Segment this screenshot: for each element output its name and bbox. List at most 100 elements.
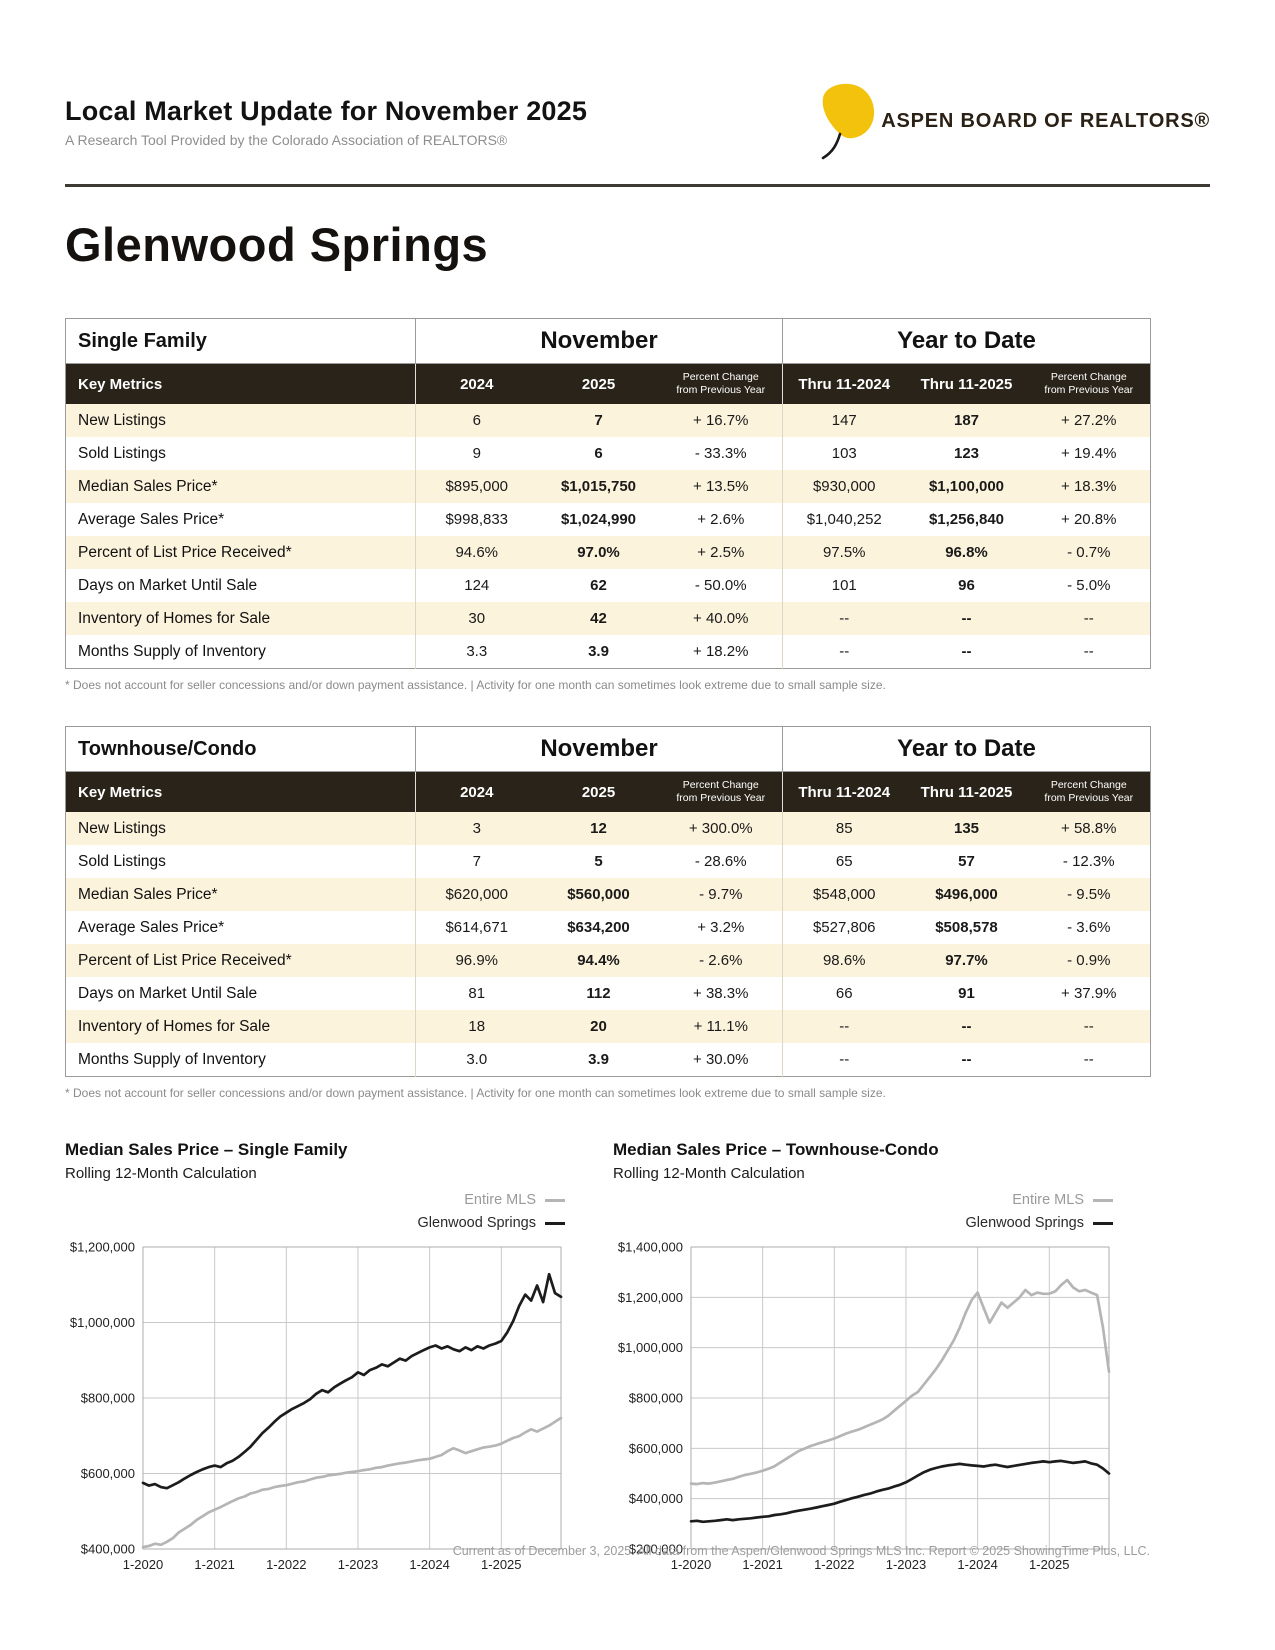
col-key-metrics: Key Metrics <box>65 771 416 812</box>
metric-value: -- <box>961 643 972 660</box>
metric-value: -- <box>1083 1051 1094 1068</box>
pct-line1: Percent Change <box>1050 779 1127 792</box>
metric-value: $548,000 <box>782 878 906 911</box>
col-pct-change-month: Percent Change from Previous Year <box>659 771 783 812</box>
table-row: Percent of List Price Received* 94.6% 97.0… <box>65 536 1151 569</box>
metric-value: 135 <box>953 820 980 837</box>
col-thru-2024: Thru 11-2024 <box>782 363 906 404</box>
chart-caption: Median Sales Price – Townhouse-Condo Rol… <box>613 1140 1113 1182</box>
metric-label: Percent of List Price Received* <box>78 951 292 969</box>
x-tick-label: 1-2020 <box>671 1557 711 1572</box>
metric-value: - 28.6% <box>694 853 747 870</box>
metric-label: Median Sales Price* <box>78 477 218 495</box>
table-row: Inventory of Homes for Sale 18 20 + 11.1% --… <box>65 1010 1151 1043</box>
metric-value: $1,015,750 <box>560 478 637 495</box>
metric-value: $634,200 <box>567 919 630 936</box>
metric-value: - 5.0% <box>1067 577 1111 594</box>
y-tick-label: $600,000 <box>629 1441 683 1456</box>
report-title-block: Local Market Update for November 2025 A … <box>65 96 587 148</box>
metric-value: + 2.5% <box>697 544 745 561</box>
metric-value: - 3.6% <box>1067 919 1111 936</box>
metric-value: -- <box>782 1010 906 1043</box>
metric-value: 81 <box>415 977 538 1010</box>
y-tick-label: $200,000 <box>629 1542 683 1557</box>
metric-value: 18 <box>415 1010 538 1043</box>
pct-line2: from Previous Year <box>676 384 766 396</box>
table-footnote: * Does not account for seller concession… <box>65 678 886 692</box>
metric-value: 9 <box>415 437 538 470</box>
metric-value: -- <box>961 1018 972 1035</box>
metric-label: Days on Market Until Sale <box>78 984 258 1002</box>
column-header-row: Key Metrics 2024 2025 Percent Change fro… <box>65 363 1151 404</box>
pct-line1: Percent Change <box>682 779 759 792</box>
col-2024: 2024 <box>415 363 538 404</box>
y-tick-label: $600,000 <box>81 1466 135 1481</box>
col-2024: 2024 <box>415 771 538 812</box>
metric-value: 97.7% <box>945 952 988 969</box>
legend-item-glenwood-springs: Glenwood Springs <box>965 1215 1113 1231</box>
metric-value: - 2.6% <box>699 952 743 969</box>
legend-line-sample <box>1093 1221 1113 1225</box>
table-row: Average Sales Price* $614,671 $634,200 + 3.… <box>65 911 1151 944</box>
metric-value: 6 <box>415 404 538 437</box>
month-group-header: November <box>415 726 783 772</box>
table-row: Days on Market Until Sale 81 112 + 38.3% 66 9… <box>65 977 1151 1010</box>
metric-value: + 2.6% <box>697 511 745 528</box>
metric-value: $1,024,990 <box>560 511 637 528</box>
x-tick-label: 1-2021 <box>194 1557 234 1572</box>
metric-value: $930,000 <box>782 470 906 503</box>
metric-value: -- <box>782 635 906 669</box>
table-row: Sold Listings 9 6 - 33.3% 103 123 + 19.4% <box>65 437 1151 470</box>
col-thru-2024: Thru 11-2024 <box>782 771 906 812</box>
metric-value: $560,000 <box>567 886 630 903</box>
metric-label: Average Sales Price* <box>78 510 225 528</box>
metric-label: Median Sales Price* <box>78 885 218 903</box>
metric-label: Inventory of Homes for Sale <box>78 609 271 627</box>
pct-line2: from Previous Year <box>1044 384 1134 396</box>
metric-value: 101 <box>782 569 906 602</box>
metric-label: Average Sales Price* <box>78 918 225 936</box>
y-tick-label: $1,200,000 <box>618 1290 683 1305</box>
metric-value: 65 <box>782 845 906 878</box>
report-footer: Current as of December 3, 2025. All data… <box>452 1544 1150 1558</box>
col-2025: 2025 <box>537 771 660 812</box>
legend-line-sample <box>545 1221 565 1225</box>
metric-value: -- <box>782 1043 906 1077</box>
y-tick-label: $1,000,000 <box>70 1315 135 1330</box>
metric-value: 12 <box>590 820 607 837</box>
group-header-row: Townhouse/Condo November Year to Date <box>65 726 1152 772</box>
page-title: Glenwood Springs <box>65 218 489 271</box>
metric-value: - 0.7% <box>1067 544 1111 561</box>
single-family-line-chart: $400,000 $600,000 $800,000 $1,000,000 $1,200… <box>70 1240 563 1572</box>
metric-value: 98.6% <box>782 944 906 977</box>
group-header-row: Single Family November Year to Date <box>65 318 1152 364</box>
col-pct-change-ytd: Percent Change from Previous Year <box>1027 363 1151 404</box>
metric-value: 62 <box>590 577 607 594</box>
metric-value: 187 <box>953 412 980 429</box>
metric-value: $1,256,840 <box>928 511 1005 528</box>
metric-value: - 33.3% <box>694 445 747 462</box>
charts-row: Median Sales Price – Single Family Rolli… <box>65 1140 1210 1587</box>
legend-label: Glenwood Springs <box>965 1215 1085 1231</box>
x-tick-label: 1-2024 <box>409 1557 449 1572</box>
series-line-glenwood-springs <box>689 1459 1111 1524</box>
pct-line1: Percent Change <box>1050 371 1127 384</box>
metric-label: Percent of List Price Received* <box>78 543 292 561</box>
metric-value: -- <box>1083 1018 1094 1035</box>
ytd-group-header: Year to Date <box>781 726 1152 772</box>
metric-value: + 20.8% <box>1061 511 1117 528</box>
chart-subtitle: Rolling 12-Month Calculation <box>613 1165 805 1182</box>
metric-value: + 30.0% <box>693 1051 749 1068</box>
metric-value: - 50.0% <box>694 577 747 594</box>
chart-title: Median Sales Price – Single Family <box>65 1140 348 1159</box>
metric-value: 30 <box>415 602 538 635</box>
y-tick-label: $1,000,000 <box>618 1340 683 1355</box>
single-family-table: Single Family November Year to Date Key … <box>65 318 1152 669</box>
single-family-section: Single Family November Year to Date Key … <box>65 318 1210 692</box>
metric-value: $496,000 <box>935 886 998 903</box>
chart-subtitle: Rolling 12-Month Calculation <box>65 1165 257 1182</box>
metric-label: Inventory of Homes for Sale <box>78 1017 271 1035</box>
x-tick-label: 1-2021 <box>742 1557 782 1572</box>
metric-value: 147 <box>782 404 906 437</box>
metric-value: 7 <box>594 412 603 429</box>
